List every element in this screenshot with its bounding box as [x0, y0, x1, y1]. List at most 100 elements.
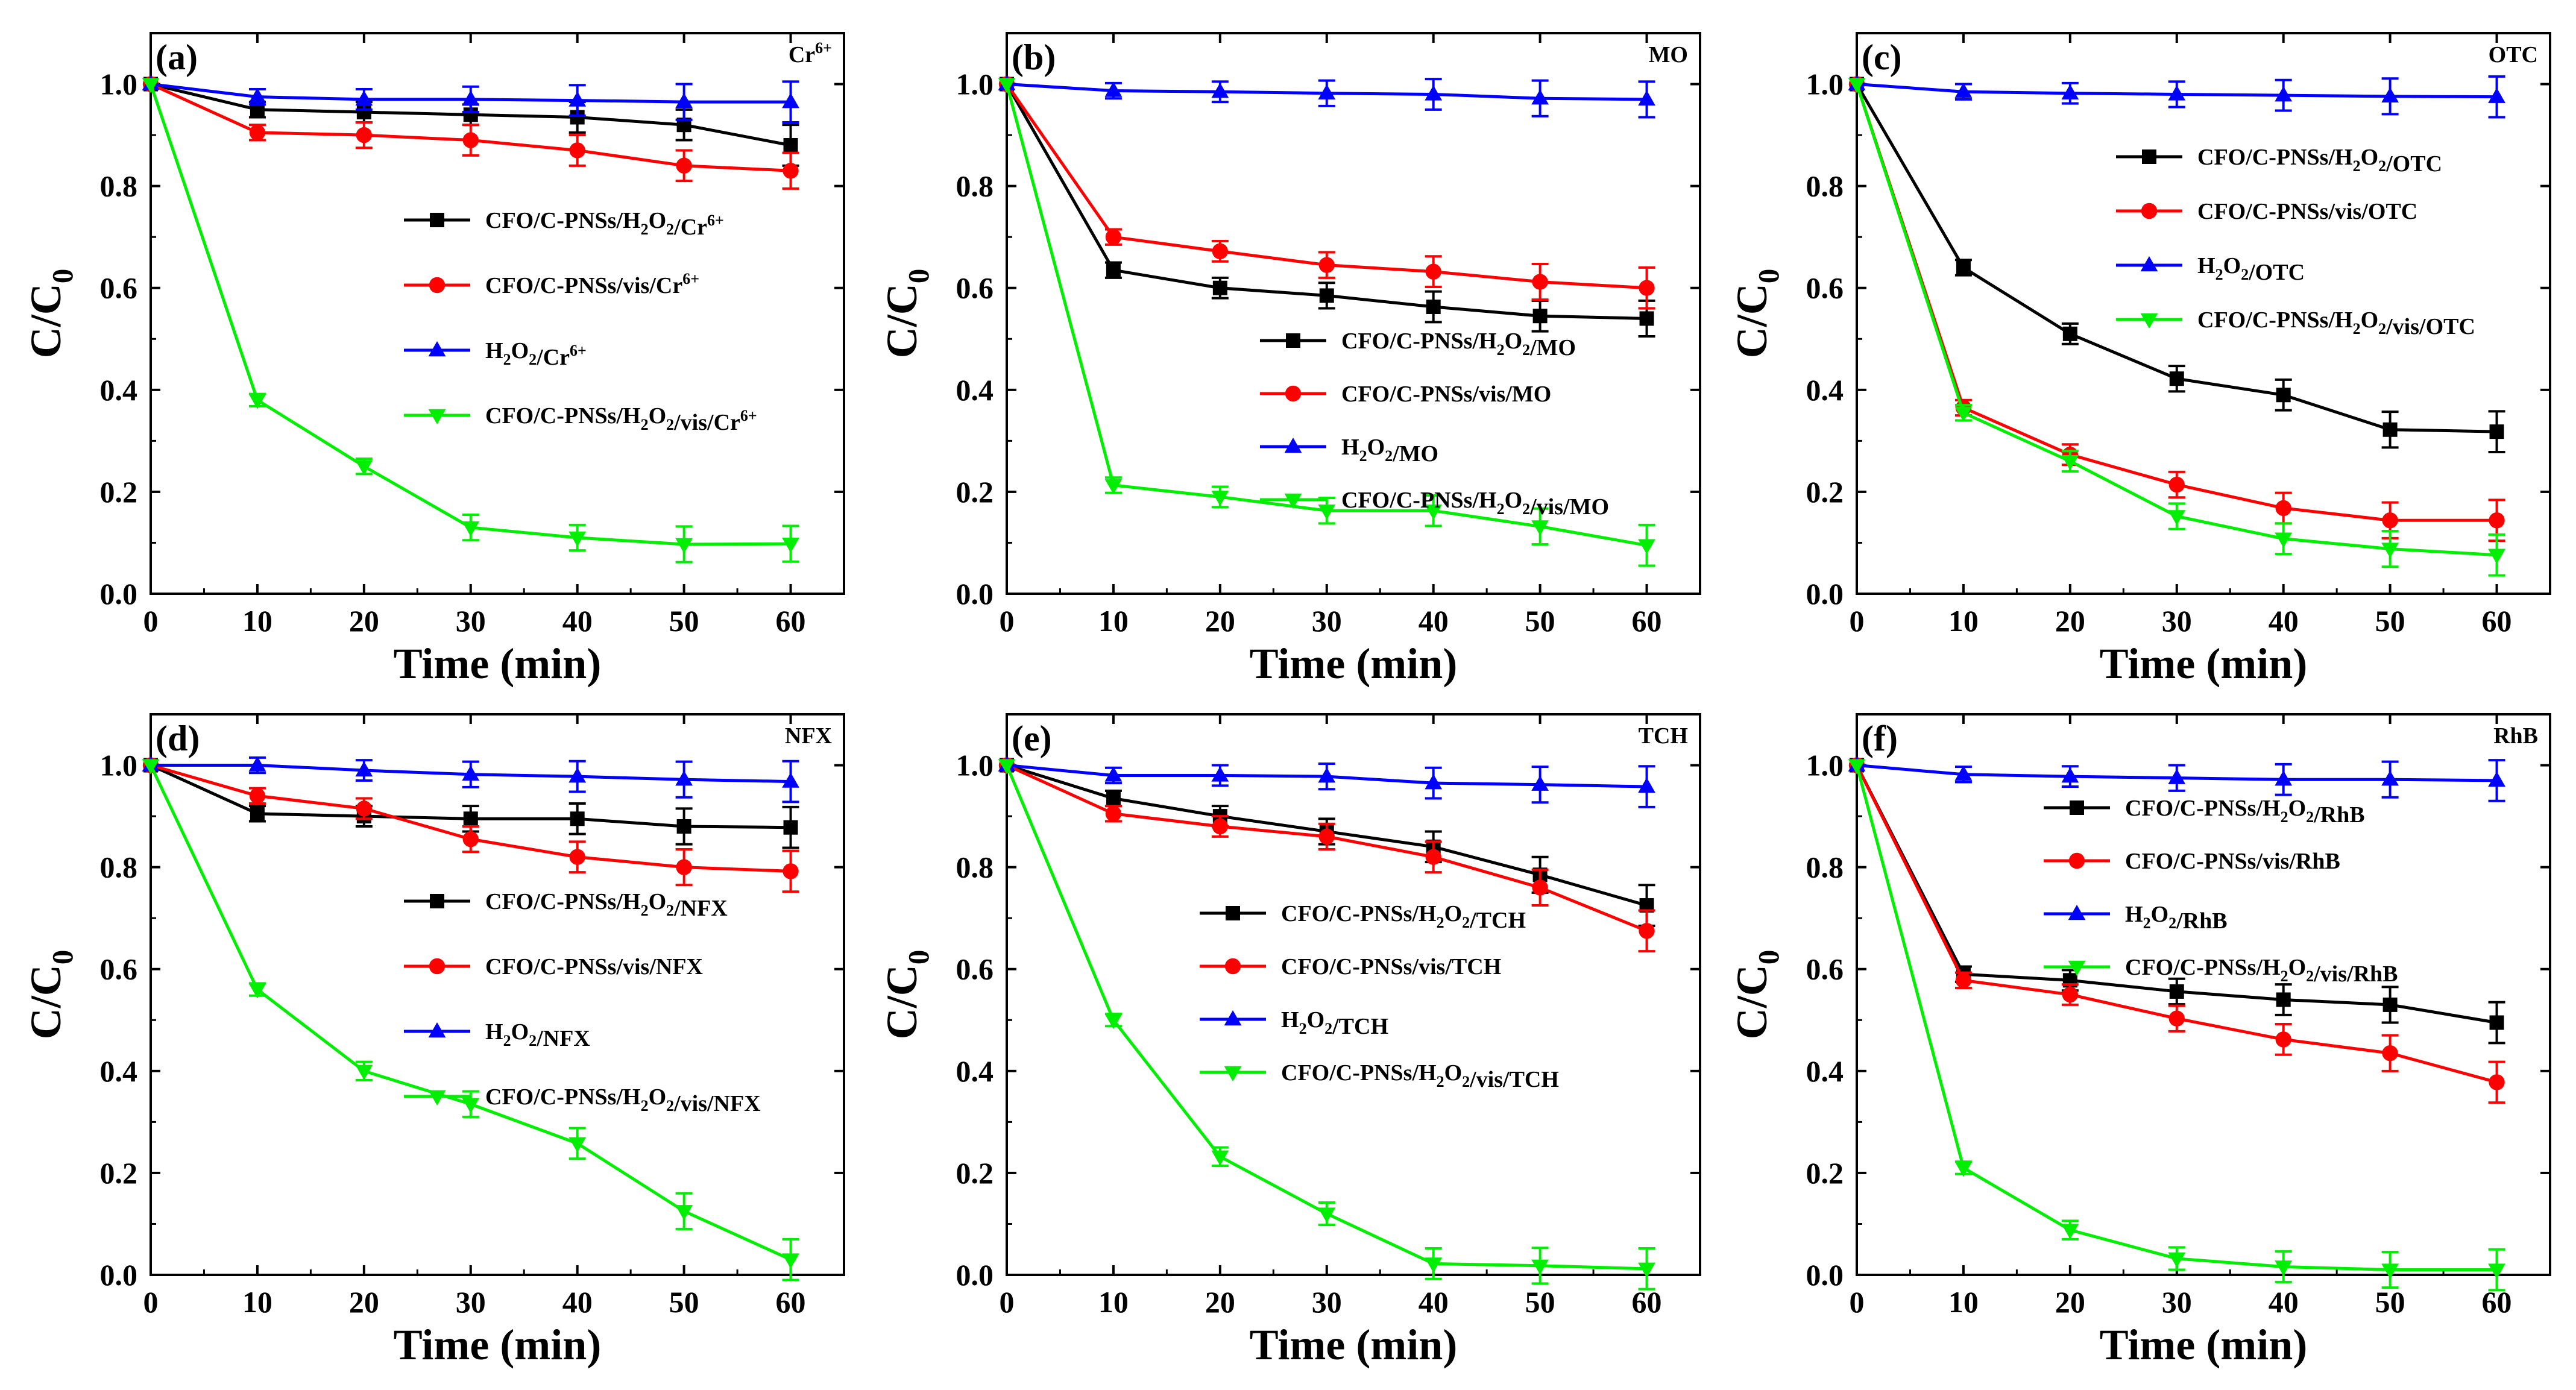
legend-marker — [1285, 385, 1302, 402]
series-H2O2/OTC — [1848, 75, 2505, 119]
series-CFO/C-PNSs/vis/OTC — [1848, 76, 2505, 542]
x-tick-label: 40 — [1419, 1285, 1449, 1319]
data-point — [356, 127, 373, 143]
y-tick-label: 1.0 — [956, 749, 994, 782]
x-axis-title: Time (min) — [2100, 1321, 2308, 1369]
legend-label: CFO/C-PNSs/H2O2/vis/RhB — [2125, 955, 2398, 987]
data-point — [783, 863, 799, 879]
data-point — [1106, 263, 1121, 278]
data-point — [142, 759, 160, 775]
data-point — [2168, 510, 2186, 526]
x-tick-label: 0 — [1850, 1285, 1865, 1319]
legend-label: CFO/C-PNSs/H2O2/vis/NFX — [485, 1084, 761, 1116]
data-point — [355, 761, 373, 777]
data-point — [248, 756, 266, 772]
data-point — [2382, 422, 2398, 437]
data-point — [2488, 87, 2505, 103]
x-tick-label: 20 — [2055, 1285, 2085, 1319]
x-tick-label: 50 — [1525, 604, 1555, 638]
data-point — [675, 538, 693, 553]
x-tick-label: 0 — [143, 604, 159, 638]
y-tick-label: 0.0 — [1806, 577, 1844, 611]
data-point — [1318, 767, 1336, 783]
pollutant-label: RhB — [2493, 723, 2538, 749]
x-tick-label: 0 — [1000, 604, 1015, 638]
x-tick-label: 30 — [456, 604, 486, 638]
data-point — [1211, 766, 1229, 782]
data-point — [2168, 476, 2185, 493]
data-point — [142, 78, 160, 93]
series-H2O2/Cr6+ — [142, 75, 799, 124]
legend: CFO/C-PNSs/H2O2/Cr6+ CFO/C-PNSs/vis/Cr6+ H… — [404, 208, 757, 435]
y-tick-label: 0.2 — [100, 1156, 138, 1190]
legend-label: CFO/C-PNSs/vis/MO — [1341, 382, 1551, 407]
y-axis-title: C/C0 — [878, 269, 935, 359]
data-point — [675, 770, 693, 786]
data-point — [463, 811, 478, 826]
panel-label: (c) — [1862, 37, 1902, 77]
series-CFO/C-PNSs/H2O2/NFX — [143, 758, 799, 849]
series-CFO/C-PNSs/vis/TCH — [998, 757, 1655, 953]
x-tick-label: 40 — [562, 1285, 593, 1319]
legend-label: CFO/C-PNSs/H2O2/vis/TCH — [1281, 1060, 1559, 1092]
data-point — [1318, 84, 1336, 99]
legend: CFO/C-PNSs/H2O2/OTC CFO/C-PNSs/vis/OTC H2O… — [2116, 145, 2475, 339]
y-tick-label: 0.4 — [1806, 1054, 1844, 1088]
data-point — [1425, 1257, 1443, 1273]
x-tick-label: 50 — [1525, 1285, 1555, 1319]
y-tick-label: 0.6 — [1806, 952, 1844, 986]
data-point — [1848, 78, 1866, 93]
series-line — [1005, 83, 1647, 547]
y-tick-label: 0.0 — [100, 577, 138, 611]
panel-label: (e) — [1012, 719, 1052, 758]
pollutant-label: Cr6+ — [789, 39, 832, 68]
data-point — [998, 759, 1016, 775]
x-tick-label: 40 — [1419, 604, 1449, 638]
data-point — [2275, 1031, 2291, 1048]
y-tick-label: 0.2 — [100, 475, 138, 509]
legend-label: CFO/C-PNSs/vis/RhB — [2125, 849, 2340, 874]
legend-label: CFO/C-PNSs/vis/NFX — [485, 954, 703, 980]
data-point — [1639, 923, 1655, 939]
legend-label: CFO/C-PNSs/vis/Cr6+ — [485, 270, 699, 298]
y-tick-label: 0.6 — [956, 952, 994, 986]
data-point — [782, 537, 799, 553]
data-point — [249, 788, 266, 804]
data-point — [1104, 479, 1123, 494]
data-point — [2275, 532, 2293, 548]
legend-marker — [1286, 333, 1300, 348]
legend-label: CFO/C-PNSs/H2O2/Cr6+ — [485, 208, 724, 240]
legend-marker — [1284, 493, 1302, 509]
data-point — [568, 767, 587, 783]
legend: CFO/C-PNSs/H2O2/NFX CFO/C-PNSs/vis/NFX H2O… — [404, 889, 761, 1116]
data-point — [249, 124, 266, 141]
x-axis-title: Time (min) — [2100, 640, 2308, 688]
data-point — [1318, 1207, 1336, 1223]
legend-marker — [428, 409, 446, 424]
data-point — [1532, 879, 1548, 896]
legend-marker — [429, 277, 446, 294]
legend-label: CFO/C-PNSs/H2O2/vis/OTC — [2197, 307, 2475, 339]
data-point — [2275, 770, 2293, 786]
y-tick-label: 0.8 — [1806, 169, 1844, 203]
y-axis-title: C/C0 — [878, 950, 935, 1040]
legend-label: CFO/C-PNSs/H2O2/NFX — [485, 889, 728, 921]
legend-marker — [428, 1022, 446, 1038]
series-H2O2/RhB — [1848, 756, 2505, 802]
plot-frame — [1006, 713, 1701, 1276]
data-point — [1212, 818, 1229, 835]
data-point — [2382, 997, 2398, 1012]
legend-label: CFO/C-PNSs/H2O2/MO — [1341, 329, 1576, 360]
x-tick-label: 10 — [1098, 1285, 1129, 1319]
y-tick-label: 0.4 — [100, 373, 138, 407]
y-tick-label: 0.6 — [100, 952, 138, 986]
legend: CFO/C-PNSs/H2O2/MO CFO/C-PNSs/vis/MO H2O2/… — [1260, 329, 1609, 520]
data-point — [570, 811, 585, 826]
x-tick-label: 20 — [2055, 604, 2085, 638]
plot-frame — [150, 32, 845, 595]
data-point — [356, 800, 373, 817]
data-point — [1426, 300, 1441, 315]
data-point — [1638, 90, 1655, 106]
data-point — [2061, 84, 2079, 99]
data-point — [2169, 371, 2184, 386]
